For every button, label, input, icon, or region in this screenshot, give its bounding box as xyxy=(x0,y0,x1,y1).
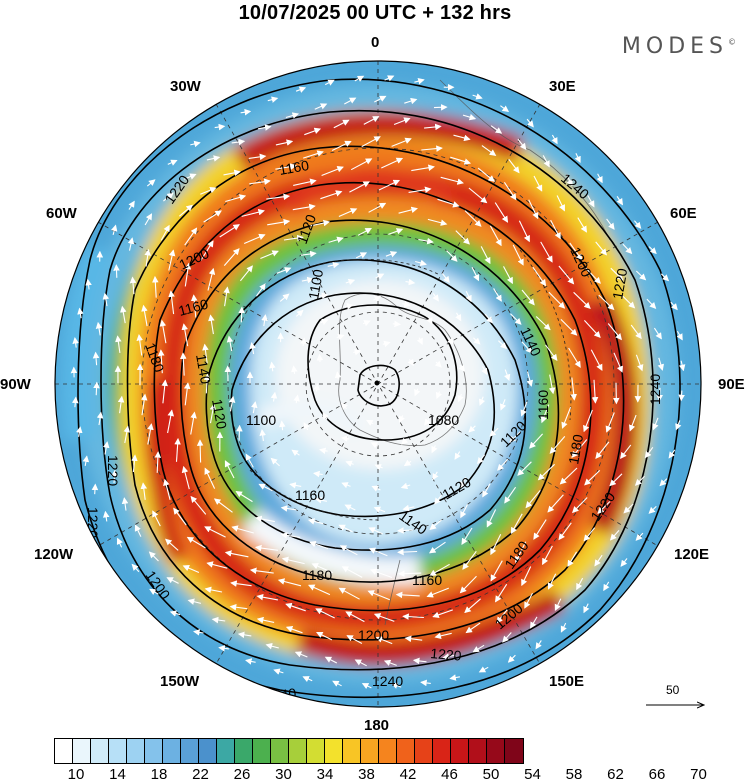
wind-speed-field: 1240 1240 1240 1240 1220 1220 1220 1220 … xyxy=(55,61,701,707)
wind-vector xyxy=(116,265,117,278)
contour-label-1180-south: 1180 xyxy=(302,567,332,583)
colorbar-swatch xyxy=(433,739,451,763)
lon-label-60w: 60W xyxy=(46,205,77,222)
forecast-title: 10/07/2025 00 UTC + 132 hrs xyxy=(0,0,750,26)
colorbar-tick-label: 70 xyxy=(690,766,707,783)
contour-label-1220-west2: 1220 xyxy=(85,507,101,538)
colorbar-tick-label: 42 xyxy=(400,766,417,783)
colorbar-swatch xyxy=(253,739,271,763)
contour-label-1080: 1080 xyxy=(428,412,459,428)
colorbar-tick-label: 10 xyxy=(68,766,85,783)
colorbar-swatch xyxy=(217,739,235,763)
lon-label-0: 0 xyxy=(371,34,379,51)
contour-label-1220-south: 1220 xyxy=(430,645,463,664)
lon-label-30e: 30E xyxy=(549,78,576,95)
colorbar-boxes xyxy=(54,738,524,764)
colorbar-swatch xyxy=(55,739,73,763)
wind-vector xyxy=(434,107,447,108)
colorbar-tick-label: 38 xyxy=(358,766,375,783)
contour-label-1220-west: 1220 xyxy=(105,455,121,486)
wind-vector xyxy=(681,391,682,401)
vector-scale-legend: 50 xyxy=(644,683,710,723)
vector-scale-arrow xyxy=(644,683,710,723)
contour-label-1160-sw: 1160 xyxy=(295,487,325,503)
colorbar-swatch xyxy=(199,739,217,763)
colorbar-swatch xyxy=(397,739,415,763)
wind-vector xyxy=(320,355,321,362)
colorbar-swatch xyxy=(307,739,325,763)
colorbar-tick-label: 14 xyxy=(109,766,126,783)
lon-label-150e: 150E xyxy=(549,673,584,690)
contour-label-1160-south: 1160 xyxy=(412,572,442,588)
lon-label-150w: 150W xyxy=(160,673,199,690)
colorbar-tick-label: 54 xyxy=(524,766,541,783)
colorbar-swatch xyxy=(289,739,307,763)
lon-label-120w: 120W xyxy=(34,546,73,563)
colorbar-swatch xyxy=(487,739,505,763)
lon-label-60e: 60E xyxy=(670,205,697,222)
colorbar-tick-label: 22 xyxy=(192,766,209,783)
colorbar-swatch xyxy=(91,739,109,763)
wind-vector xyxy=(96,383,97,396)
lon-label-180: 180 xyxy=(364,717,389,734)
pole-marker xyxy=(375,381,380,386)
contour-label-1100-west: 1100 xyxy=(246,412,276,428)
colorbar-swatch xyxy=(451,739,469,763)
colorbar-swatch xyxy=(469,739,487,763)
lon-label-90e: 90E xyxy=(718,376,745,393)
colorbar-swatch xyxy=(379,739,397,763)
contour-label-1160-east: 1160 xyxy=(535,390,551,420)
colorbar-tick-label: 30 xyxy=(275,766,292,783)
colorbar-tick-label: 46 xyxy=(441,766,458,783)
colorbar-tick-label: 50 xyxy=(483,766,500,783)
colorbar-swatch xyxy=(181,739,199,763)
lon-label-90w: 90W xyxy=(0,376,31,393)
colorbar-swatch xyxy=(505,739,523,763)
colorbar-swatch xyxy=(163,739,181,763)
colorbar-tick-label: 18 xyxy=(151,766,168,783)
wind-vector xyxy=(393,324,400,325)
contour-label-1240-east: 1240 xyxy=(647,374,663,405)
lon-label-30w: 30W xyxy=(170,78,201,95)
wind-vector xyxy=(95,485,96,495)
colorbar-tick-label: 34 xyxy=(317,766,334,783)
colorbar-tick-label: 58 xyxy=(566,766,583,783)
wind-vector xyxy=(200,440,201,462)
contour-label-1240-south2: 1240 xyxy=(372,673,403,689)
colorbar-swatch xyxy=(73,739,91,763)
wind-vector xyxy=(239,426,240,441)
contour-label-1200-south: 1200 xyxy=(358,627,389,643)
colorbar-tick-label: 26 xyxy=(234,766,251,783)
colorbar-swatch xyxy=(271,739,289,763)
colorbar-swatch xyxy=(127,739,145,763)
colorbar-swatch xyxy=(145,739,163,763)
wind-vector xyxy=(241,308,242,323)
colorbar-swatch xyxy=(325,739,343,763)
colorbar-tick-label: 66 xyxy=(649,766,666,783)
lon-label-120e: 120E xyxy=(674,546,709,563)
colorbar-swatch xyxy=(415,739,433,763)
colorbar-swatch xyxy=(235,739,253,763)
colorbar-tick-label: 62 xyxy=(607,766,624,783)
colorbar-swatch xyxy=(109,739,127,763)
modes-logo: MODES© xyxy=(622,34,736,59)
colorbar-swatch xyxy=(343,739,361,763)
colorbar-swatch xyxy=(361,739,379,763)
brand-text: MODES xyxy=(622,34,728,59)
